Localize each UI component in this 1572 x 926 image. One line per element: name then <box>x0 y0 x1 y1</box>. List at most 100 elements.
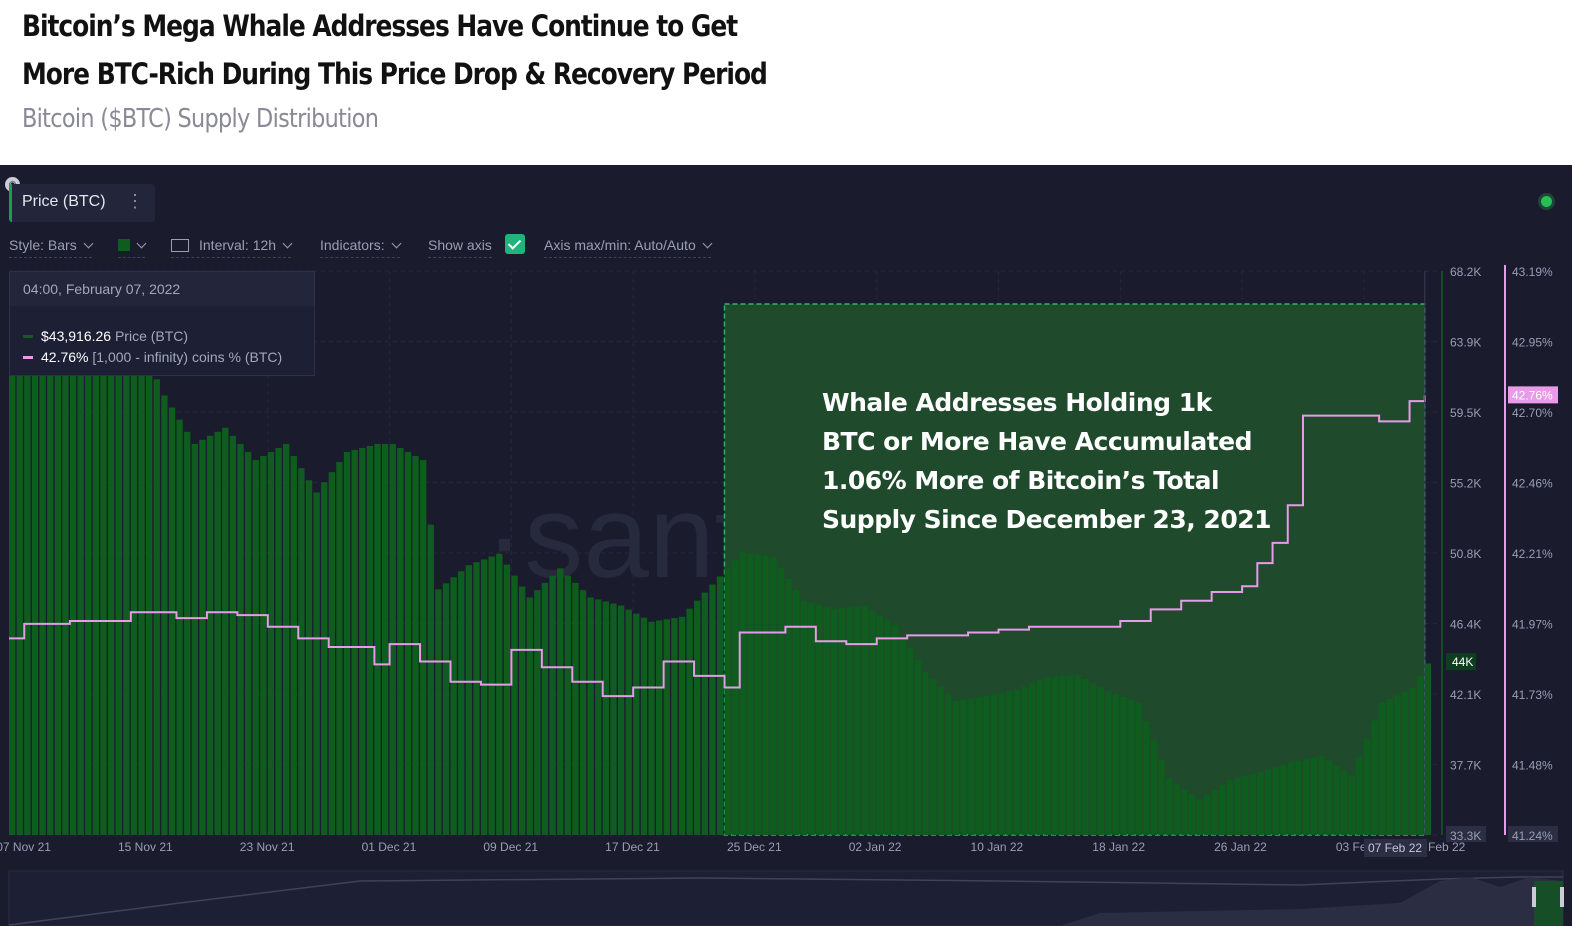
price-bar <box>564 575 571 835</box>
price-axis-ticks: 68.2K 63.9K 59.5K 55.2K 50.8K 46.4K 42.1K 37.7K… <box>1446 265 1486 843</box>
x-tick-label: 17 Dec 21 <box>605 840 660 854</box>
price-bar <box>884 620 891 835</box>
price-bar <box>633 613 640 835</box>
price-bar <box>945 693 952 835</box>
whale-tick-label: 41.48% <box>1512 759 1553 773</box>
price-bar <box>709 584 716 835</box>
price-bar <box>1158 759 1165 835</box>
price-bar <box>655 620 663 835</box>
navigator-selection <box>1534 881 1563 926</box>
price-bar <box>846 607 853 835</box>
price-bar <box>184 431 191 835</box>
price-bar <box>275 447 282 835</box>
price-bar <box>199 439 206 835</box>
tooltip-whale-value: 42.76% <box>41 349 89 365</box>
color-dropdown[interactable] <box>118 237 147 258</box>
price-bar <box>998 692 1005 835</box>
price-bar <box>1310 757 1317 835</box>
price-bar <box>1287 762 1295 835</box>
price-bar <box>534 590 541 835</box>
price-bar <box>31 316 39 835</box>
price-bar <box>1325 760 1333 835</box>
price-bar <box>678 616 686 835</box>
price-bar <box>587 597 594 835</box>
price-bar <box>754 554 762 835</box>
price-bar <box>1409 687 1416 835</box>
tooltip-whale-row: 42.76% [1,000 - infinity) coins % (BTC) <box>23 349 282 365</box>
price-bar <box>206 435 214 835</box>
price-bar <box>146 363 153 835</box>
price-bar <box>648 621 655 835</box>
price-bar <box>671 618 678 835</box>
more-vertical-icon[interactable]: ⋮ <box>126 191 144 211</box>
price-axis-min-bg <box>1446 826 1486 842</box>
price-bar <box>1028 683 1036 835</box>
price-bar <box>229 435 237 835</box>
show-axis-checkbox[interactable] <box>505 234 525 254</box>
price-bar <box>267 451 275 835</box>
price-bar <box>123 332 130 835</box>
price-bar <box>1264 769 1272 835</box>
price-bar <box>930 679 937 835</box>
style-dropdown[interactable]: Style: Bars <box>9 237 94 258</box>
price-bar <box>975 697 982 835</box>
range-navigator <box>8 870 1564 926</box>
metric-tab-price[interactable]: Price (BTC) ⋮ <box>9 184 155 222</box>
price-bar <box>770 557 777 835</box>
price-bar <box>595 599 602 835</box>
price-bar <box>701 592 708 835</box>
price-bar <box>100 338 107 835</box>
price-bar <box>1165 778 1173 835</box>
price-bar <box>366 445 374 835</box>
tooltip-whale-label: [1,000 - infinity) coins % (BTC) <box>92 349 283 365</box>
price-bar <box>793 589 800 835</box>
price-bar <box>343 451 351 835</box>
show-axis-toggle[interactable]: Show axis <box>428 237 492 258</box>
price-bar <box>663 619 670 835</box>
price-bar <box>1211 789 1218 835</box>
price-bar <box>831 608 838 835</box>
price-bar <box>16 353 23 835</box>
price-bar <box>412 456 419 835</box>
chevron-down-icon <box>391 238 402 249</box>
indicators-dropdown[interactable]: Indicators: <box>320 237 402 258</box>
price-current-label: 44K <box>1452 655 1473 669</box>
price-bar <box>724 568 731 835</box>
price-bar <box>328 472 336 835</box>
price-bar <box>762 555 769 835</box>
price-bar <box>625 609 632 835</box>
price-bar <box>1044 676 1051 835</box>
price-bar <box>442 583 450 835</box>
chart-canvas[interactable]: ·santiment· 68.2K63.9K59.5K55.2K50.8K46.… <box>0 165 1572 926</box>
price-bar <box>815 604 823 835</box>
price-bar <box>640 617 648 835</box>
price-bar <box>800 600 807 835</box>
price-bar <box>617 605 625 835</box>
x-cursor-label-bg <box>1364 839 1427 857</box>
price-bar <box>389 443 396 835</box>
price-bar <box>777 567 785 835</box>
price-bar <box>541 582 549 835</box>
price-bar <box>1280 764 1287 835</box>
price-bar <box>222 427 229 835</box>
chevron-down-icon <box>136 238 147 249</box>
price-bar <box>1074 675 1081 835</box>
x-tick-label: 07 Nov 21 <box>0 840 51 854</box>
whale-legend-marker <box>23 356 33 359</box>
tooltip-price-row: $43,916.26 Price (BTC) <box>23 328 188 344</box>
price-bar <box>557 568 564 835</box>
color-swatch <box>118 239 130 251</box>
whale-tick-label: 41.97% <box>1512 618 1553 632</box>
price-bar <box>716 576 724 835</box>
whale-tick-label: 41.73% <box>1512 688 1553 702</box>
price-bar <box>808 602 815 835</box>
price-bar <box>237 443 244 835</box>
price-bar <box>1089 683 1097 835</box>
price-bar <box>785 578 792 835</box>
whale-supply-line <box>9 395 1426 698</box>
whale-tick-label: 42.95% <box>1512 336 1553 350</box>
interval-dropdown[interactable]: Interval: 12h <box>171 237 293 258</box>
price-bar <box>891 624 899 835</box>
price-bar <box>176 419 183 835</box>
axis-minmax-dropdown[interactable]: Axis max/min: Auto/Auto <box>544 237 713 258</box>
